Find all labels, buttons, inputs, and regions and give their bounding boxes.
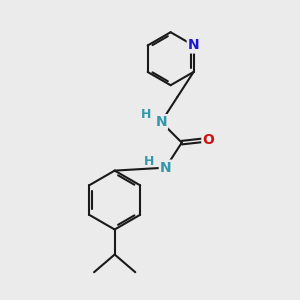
Text: N: N [188, 38, 200, 52]
Text: H: H [144, 155, 154, 168]
Text: N: N [155, 115, 167, 129]
Text: O: O [202, 133, 214, 147]
Text: N: N [160, 161, 171, 175]
Text: H: H [141, 108, 152, 121]
